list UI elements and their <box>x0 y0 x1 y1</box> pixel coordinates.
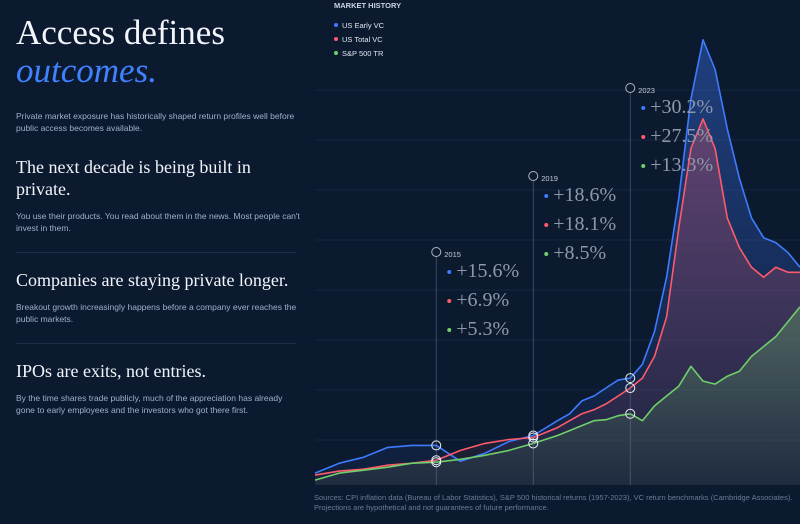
hero-title-text: Access defines <box>16 13 225 52</box>
marker-value-dot <box>447 270 452 274</box>
marker-value-label: +15.6% <box>456 260 519 282</box>
section-ipos: IPOs are exits, not entries. By the time… <box>16 360 301 416</box>
divider <box>16 343 296 344</box>
legend-label: S&P 500 TR <box>342 49 384 58</box>
marker-point-ring <box>431 440 442 451</box>
section-heading: Companies are staying private longer. <box>16 270 289 290</box>
marker-value-label: +18.6% <box>553 184 616 206</box>
footnote-line: Sources: CPI inflation data (Bureau of L… <box>314 493 793 502</box>
hero-subtitle: Private market exposure has historically… <box>16 111 295 133</box>
section-body: You use their products. You read about t… <box>16 211 300 233</box>
legend-swatch <box>334 51 338 55</box>
section-heading: The next decade is being built in privat… <box>16 157 251 199</box>
marker-value-label: +18.1% <box>553 213 616 235</box>
marker-value-label: +27.5% <box>650 125 713 147</box>
marker-year-label: 2015 <box>444 250 461 259</box>
footnote-line: Projections are hypothetical and not gua… <box>314 503 549 512</box>
hero-title-accent: outcomes. <box>16 51 157 90</box>
marker-value-label: +8.5% <box>553 242 606 264</box>
section-private: The next decade is being built in privat… <box>16 156 301 234</box>
divider <box>16 252 296 253</box>
marker-year-label: 2019 <box>541 174 558 183</box>
market-history-chart: MARKET HISTORY US Early VC US Total VC S&P … <box>300 0 800 524</box>
marker-value-label: +30.2% <box>650 96 713 118</box>
marker-value-label: +6.9% <box>456 289 509 311</box>
chart-title: MARKET HISTORY <box>334 1 401 10</box>
marker-value-dot <box>641 135 646 139</box>
marker-year-label: 2023 <box>638 86 655 95</box>
marker-value-dot <box>447 328 452 332</box>
marker-value-dot <box>447 299 452 303</box>
marker-top-ring <box>528 171 539 181</box>
legend-label: US Total VC <box>342 35 383 44</box>
legend-label: US Early VC <box>342 21 385 30</box>
marker-value-dot <box>544 194 549 198</box>
intro-column: Access defines outcomes. Private market … <box>16 14 301 416</box>
marker-point-ring <box>431 457 442 468</box>
marker-top-ring <box>431 247 442 257</box>
marker-point-ring <box>625 408 636 419</box>
marker-value-dot <box>641 164 646 168</box>
section-body: By the time shares trade publicly, much … <box>16 393 283 415</box>
marker-point-ring <box>625 383 636 394</box>
chart-svg: MARKET HISTORY US Early VC US Total VC S&P … <box>314 1 800 486</box>
marker-value-label: +5.3% <box>456 318 509 340</box>
marker-value-label: +13.3% <box>650 154 713 176</box>
hero-title: Access defines outcomes. <box>16 14 301 90</box>
legend-swatch <box>334 37 338 41</box>
marker-value-dot <box>544 223 549 227</box>
marker-point-ring <box>625 373 636 384</box>
marker-value-dot <box>544 252 549 256</box>
marker-point-ring <box>528 438 539 449</box>
section-staying-private: Companies are staying private longer. Br… <box>16 269 301 325</box>
sources-footnote: Sources: CPI inflation data (Bureau of L… <box>314 493 794 513</box>
marker-point-ring <box>528 432 539 443</box>
section-body: Breakout growth increasingly happens bef… <box>16 302 297 324</box>
series-area-s-p-500-tr <box>315 306 800 485</box>
legend-swatch <box>334 23 338 27</box>
marker-top-ring <box>625 83 636 93</box>
section-heading: IPOs are exits, not entries. <box>16 361 206 381</box>
marker-value-dot <box>641 106 646 110</box>
